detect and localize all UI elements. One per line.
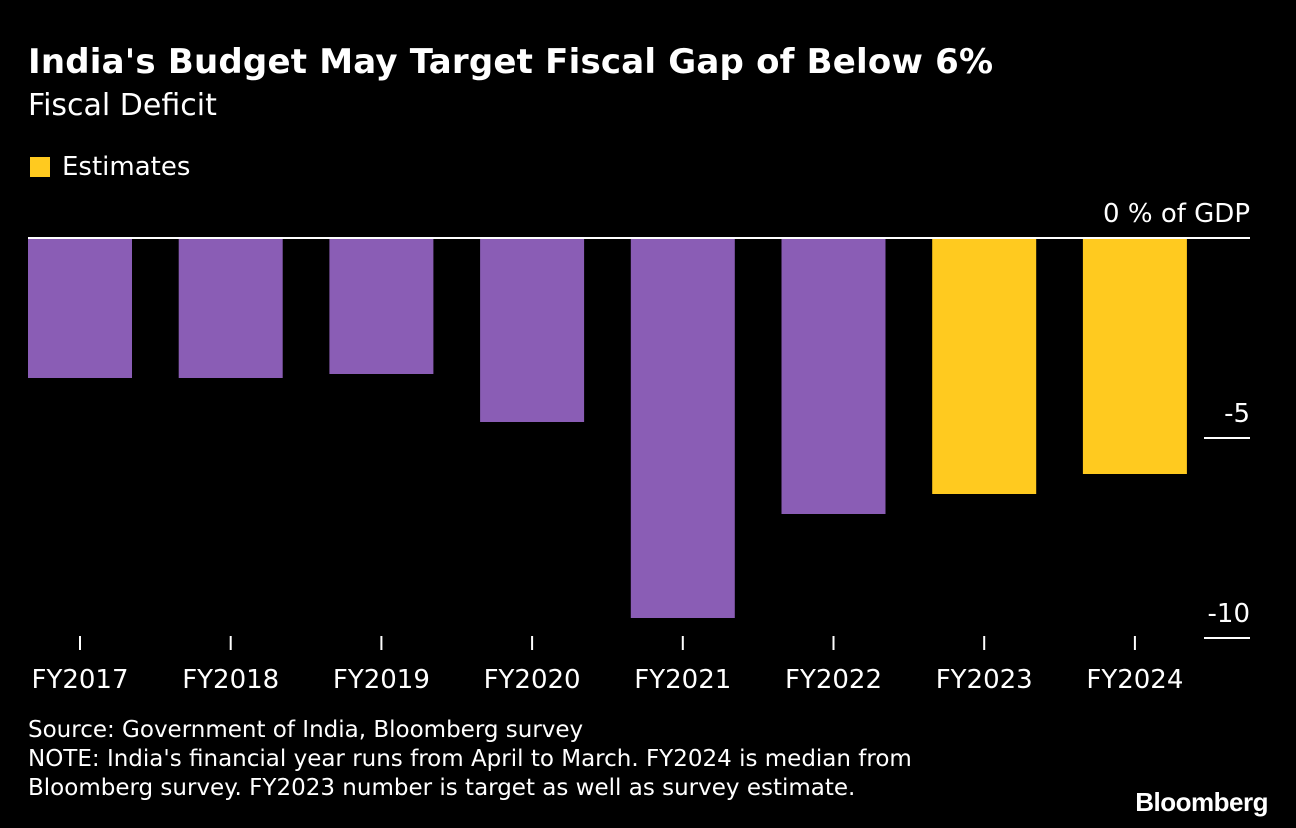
- legend-swatch-estimates: [30, 157, 50, 177]
- bloomberg-logo: Bloomberg: [1135, 787, 1268, 817]
- x-tick-label-fy2023: FY2023: [936, 665, 1033, 695]
- x-tick-label-fy2022: FY2022: [785, 665, 882, 695]
- legend: Estimates: [30, 150, 190, 184]
- y-tick-label-0: 0 % of GDP: [1103, 199, 1250, 229]
- x-tick-label-fy2021: FY2021: [634, 665, 731, 695]
- legend-label-estimates: Estimates: [62, 152, 191, 182]
- chart-subtitle: Fiscal Deficit: [28, 88, 217, 123]
- bar-fy2024: [1082, 238, 1187, 474]
- bars-group: [28, 238, 1187, 618]
- x-tick-label-fy2024: FY2024: [1086, 665, 1183, 695]
- bar-fy2022: [781, 238, 886, 514]
- source-note: Source: Government of India, Bloomberg s…: [28, 717, 584, 743]
- footnote: NOTE: India's financial year runs from A…: [28, 746, 912, 801]
- bar-fy2017: [28, 238, 132, 378]
- bar-fy2021: [630, 238, 735, 618]
- x-tick-label-fy2018: FY2018: [182, 665, 279, 695]
- bar-fy2023: [932, 238, 1037, 494]
- y-tick-label-minus-10: -10: [1208, 599, 1250, 629]
- y-tick-label-minus-5: -5: [1224, 399, 1250, 429]
- bar-fy2020: [480, 238, 585, 422]
- x-tick-label-fy2020: FY2020: [484, 665, 581, 695]
- bar-fy2019: [329, 238, 434, 374]
- axes-group: FY2017 FY2018 FY2019 FY2020 FY2021 FY2022 FY20…: [28, 199, 1250, 695]
- bar-fy2018: [178, 238, 283, 378]
- x-tick-label-fy2017: FY2017: [31, 665, 128, 695]
- x-tick-label-fy2019: FY2019: [333, 665, 430, 695]
- chart-title: India's Budget May Target Fiscal Gap of …: [28, 42, 994, 82]
